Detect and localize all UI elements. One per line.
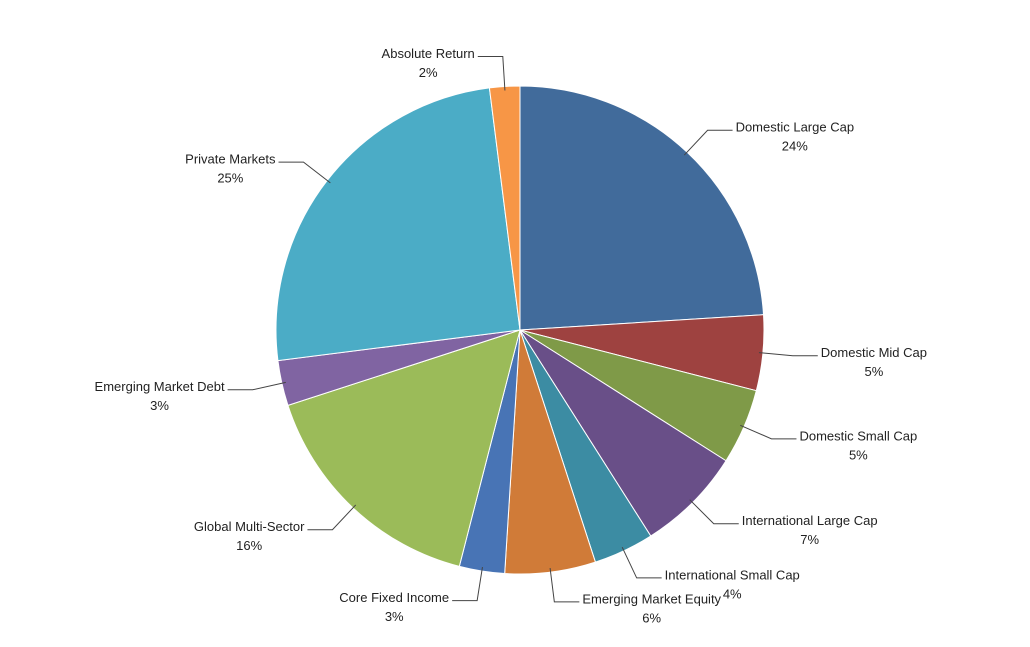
leader-line <box>689 499 739 525</box>
slice-value-label: 25% <box>217 171 243 186</box>
slice-value-label: 5% <box>849 447 868 462</box>
leader-line <box>278 161 331 184</box>
slice-label: International Small Cap <box>665 567 800 582</box>
pie-slice <box>519 85 765 331</box>
slice-label: International Large Cap <box>742 513 878 528</box>
leader-line <box>477 56 506 91</box>
slice-label: Domestic Large Cap <box>736 120 855 135</box>
leader-line <box>740 424 797 440</box>
slice-label: Private Markets <box>185 152 276 167</box>
slice-value-label: 2% <box>419 65 438 80</box>
slice-value-label: 24% <box>782 139 808 154</box>
slice-label: Emerging Market Debt <box>95 379 225 394</box>
leader-line <box>307 504 357 531</box>
leader-line <box>227 381 286 391</box>
slice-label: Absolute Return <box>382 46 475 61</box>
slice-value-label: 3% <box>385 609 404 624</box>
leader-line <box>621 546 662 579</box>
leader-line <box>683 129 733 156</box>
slice-label: Domestic Mid Cap <box>821 345 927 360</box>
leader-line <box>549 568 580 603</box>
slice-value-label: 5% <box>864 364 883 379</box>
slice-label: Global Multi-Sector <box>194 519 305 534</box>
slice-label: Domestic Small Cap <box>799 428 917 443</box>
slice-value-label: 4% <box>723 586 742 601</box>
slice-value-label: 6% <box>642 610 661 625</box>
slice-label: Core Fixed Income <box>339 590 449 605</box>
slice-value-label: 16% <box>236 538 262 553</box>
leader-line <box>452 566 483 602</box>
slice-value-label: 3% <box>150 398 169 413</box>
slice-label: Emerging Market Equity <box>582 591 721 606</box>
leader-line <box>758 352 818 357</box>
slice-value-label: 7% <box>800 532 819 547</box>
pie-slice <box>275 87 521 362</box>
